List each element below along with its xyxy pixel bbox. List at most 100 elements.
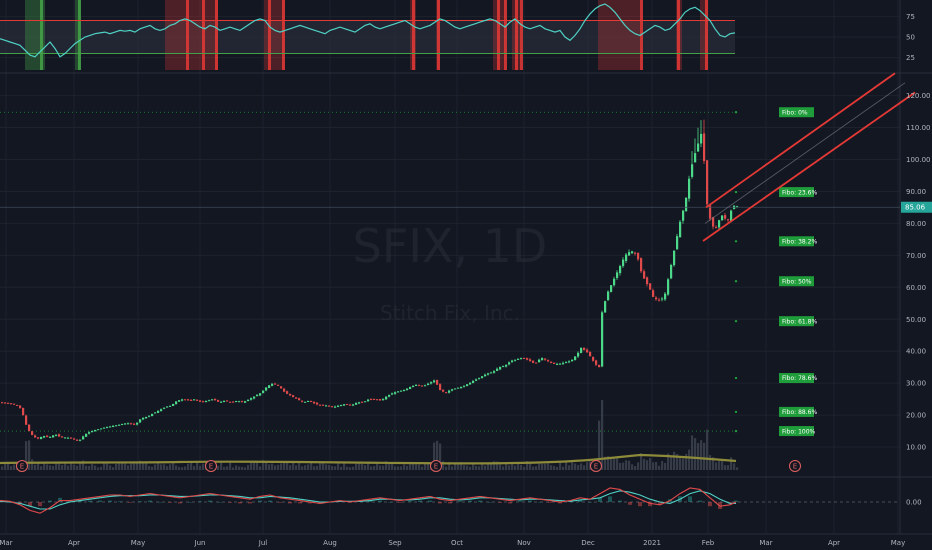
candle-body[interactable]: [397, 391, 400, 393]
candle-body[interactable]: [235, 400, 238, 402]
candle-body[interactable]: [196, 399, 199, 401]
candle-body[interactable]: [313, 401, 316, 404]
candle-body[interactable]: [526, 358, 529, 360]
candle-body[interactable]: [241, 401, 244, 403]
candle-body[interactable]: [619, 266, 622, 274]
candle-body[interactable]: [430, 382, 433, 384]
candle-body[interactable]: [142, 417, 145, 420]
candle-body[interactable]: [70, 437, 73, 439]
candle-body[interactable]: [352, 404, 355, 406]
candle-body[interactable]: [466, 384, 469, 387]
candle-body[interactable]: [130, 423, 133, 425]
candle-body[interactable]: [1, 402, 4, 404]
candle-body[interactable]: [556, 363, 559, 365]
candle-body[interactable]: [445, 392, 448, 394]
candle-body[interactable]: [67, 437, 70, 439]
candle-body[interactable]: [247, 399, 250, 402]
earnings-marker[interactable]: [16, 460, 28, 472]
rsi-indicator[interactable]: [0, 0, 736, 70]
candle-body[interactable]: [736, 206, 739, 208]
fibonacci-retracement[interactable]: Fibo: 0% Fibo: 23.6% Fibo: 38.2% Fibo: 50% F…: [0, 107, 817, 437]
candle-body[interactable]: [415, 385, 418, 387]
candle-body[interactable]: [658, 299, 661, 301]
candle-body[interactable]: [502, 366, 505, 368]
candle-body[interactable]: [655, 297, 658, 300]
candle-body[interactable]: [469, 382, 472, 385]
candle-body[interactable]: [412, 385, 415, 388]
candle-body[interactable]: [529, 359, 532, 362]
candle-body[interactable]: [337, 405, 340, 407]
candle-body[interactable]: [271, 383, 274, 386]
candle-body[interactable]: [157, 410, 160, 413]
fibo-label-box[interactable]: [779, 187, 814, 198]
candle-body[interactable]: [637, 252, 640, 260]
candle-body[interactable]: [190, 399, 193, 401]
candle-body[interactable]: [535, 362, 538, 364]
candle-body[interactable]: [274, 383, 277, 385]
earnings-marker[interactable]: [430, 460, 442, 472]
candle-body[interactable]: [94, 430, 97, 432]
candle-body[interactable]: [622, 259, 625, 267]
candle-body[interactable]: [490, 372, 493, 374]
candle-body[interactable]: [13, 403, 16, 405]
candle-body[interactable]: [553, 362, 556, 364]
candle-body[interactable]: [373, 398, 376, 400]
candle-body[interactable]: [34, 435, 37, 438]
candle-body[interactable]: [160, 409, 163, 412]
channel-upper-line[interactable]: [705, 72, 896, 209]
candle-body[interactable]: [571, 359, 574, 362]
candle-body[interactable]: [616, 272, 619, 278]
candle-body[interactable]: [730, 210, 733, 222]
candle-body[interactable]: [607, 291, 610, 301]
candle-body[interactable]: [292, 395, 295, 397]
candle-body[interactable]: [205, 400, 208, 403]
candle-body[interactable]: [487, 373, 490, 375]
candle-body[interactable]: [208, 400, 211, 402]
candle-body[interactable]: [451, 389, 454, 391]
candle-body[interactable]: [685, 197, 688, 212]
candle-body[interactable]: [391, 393, 394, 395]
candle-body[interactable]: [229, 401, 232, 403]
candle-body[interactable]: [424, 385, 427, 387]
candle-body[interactable]: [316, 402, 319, 405]
candle-body[interactable]: [277, 384, 280, 386]
candle-body[interactable]: [433, 380, 436, 383]
candle-body[interactable]: [388, 394, 391, 397]
candle-body[interactable]: [400, 390, 403, 392]
candle-body[interactable]: [22, 408, 25, 416]
candle-body[interactable]: [649, 283, 652, 290]
candle-body[interactable]: [238, 401, 241, 403]
candle-body[interactable]: [19, 405, 22, 408]
trend-channel[interactable]: [702, 72, 916, 242]
candle-body[interactable]: [121, 424, 124, 426]
candle-body[interactable]: [61, 436, 64, 438]
candle-body[interactable]: [46, 435, 49, 437]
candle-body[interactable]: [460, 386, 463, 389]
candle-body[interactable]: [58, 434, 61, 437]
candle-body[interactable]: [439, 384, 442, 391]
candle-body[interactable]: [358, 402, 361, 404]
candle-body[interactable]: [676, 236, 679, 250]
candle-body[interactable]: [325, 405, 328, 407]
candle-body[interactable]: [625, 254, 628, 261]
candle-body[interactable]: [475, 379, 478, 381]
candle-body[interactable]: [25, 415, 28, 425]
candle-body[interactable]: [280, 386, 283, 389]
candle-body[interactable]: [436, 379, 439, 385]
candle-body[interactable]: [448, 390, 451, 393]
candle-body[interactable]: [283, 388, 286, 392]
candle-body[interactable]: [187, 399, 190, 401]
candle-body[interactable]: [181, 399, 184, 401]
candle-body[interactable]: [544, 358, 547, 360]
candle-body[interactable]: [286, 391, 289, 394]
candle-body[interactable]: [118, 424, 121, 426]
candle-body[interactable]: [646, 277, 649, 285]
candle-body[interactable]: [262, 390, 265, 394]
fibo-label-box[interactable]: [779, 373, 814, 384]
earnings-marker[interactable]: [205, 460, 217, 472]
candle-body[interactable]: [322, 404, 325, 406]
candle-body[interactable]: [211, 399, 214, 401]
candle-body[interactable]: [265, 387, 268, 391]
candle-body[interactable]: [409, 386, 412, 390]
candle-body[interactable]: [718, 220, 721, 228]
